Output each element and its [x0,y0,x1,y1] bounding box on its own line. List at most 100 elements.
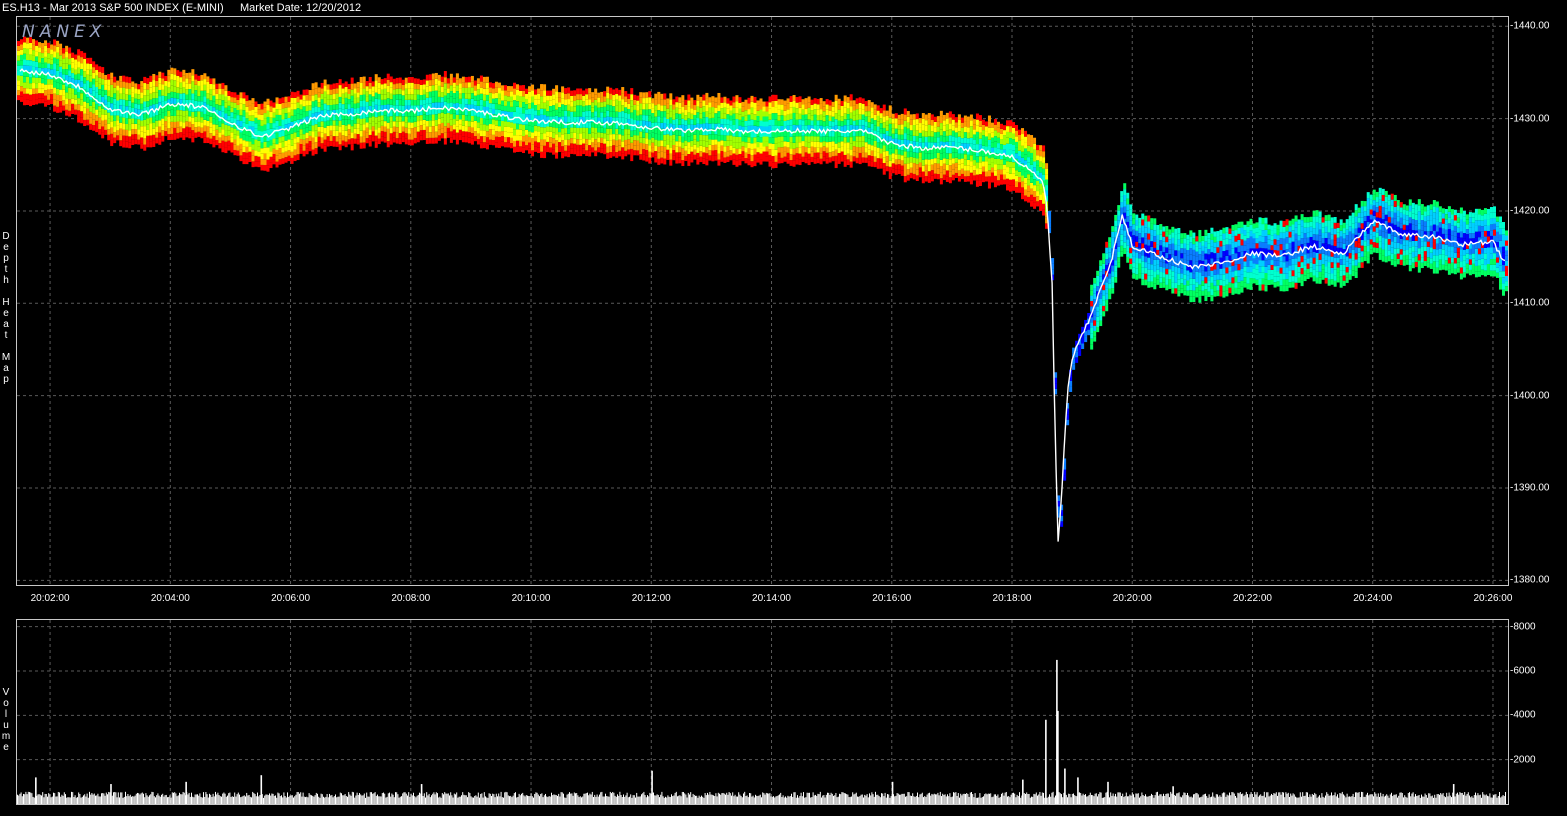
heat-cell [1288,259,1292,266]
heat-cell [867,133,871,139]
heat-cell [900,124,904,130]
heat-cell [1084,319,1088,326]
heat-cell [92,61,96,68]
heat-cell [89,57,93,64]
heat-cell [26,60,30,66]
heat-cell [993,136,997,142]
heat-cell [449,119,453,126]
heat-cell [461,109,465,115]
heat-cell [939,116,943,124]
heat-cell [930,136,934,143]
heat-cell [1273,255,1277,261]
heat-cell [675,135,679,142]
heat-cell [125,82,129,89]
heat-cell [939,165,943,173]
heat-cell [131,134,135,140]
heat-cell [149,111,153,118]
heat-cell [35,83,39,89]
heat-cell [1270,255,1274,261]
heat-cell [308,110,312,116]
heat-cell [996,180,1000,186]
heat-cell [197,96,201,102]
heat-cell [1243,224,1247,231]
heat-cell [774,94,778,101]
heat-cell [278,103,282,110]
heat-cell [1174,272,1178,278]
heat-cell [374,74,378,81]
heat-cell [473,110,477,116]
heat-cell [1129,242,1133,248]
heat-cell [227,125,231,131]
heat-cell [657,91,661,98]
heat-cell [269,128,273,135]
heat-cell [1258,253,1262,261]
heat-cell [1216,252,1220,259]
heat-cell [1282,238,1286,245]
heat-cell [1033,155,1037,162]
heat-cell [1036,155,1040,161]
heat-cell [1036,150,1040,156]
heat-cell [954,152,958,158]
heat-cell [164,106,168,112]
heat-cell [452,98,456,104]
heat-cell [1024,136,1028,143]
heat-cell [624,134,628,140]
heat-cell [116,95,120,101]
heat-cell [1021,145,1025,152]
heat-cell [296,102,300,109]
heat-cell [735,136,739,143]
heat-cell [984,151,988,157]
heat-cell [386,73,390,80]
heat-cell [789,96,793,102]
heat-cell [573,122,577,128]
heat-cell [353,108,357,114]
heat-cell [1150,252,1154,259]
heat-cell [152,92,156,99]
heat-cell [440,102,444,108]
heat-cell [579,111,583,117]
heat-cell [290,115,294,122]
heat-cell [894,123,898,129]
heat-cell [567,128,571,134]
heat-cell [353,83,357,89]
heat-cell [449,102,453,109]
heat-cell [404,116,408,123]
heat-cell [645,109,649,116]
heat-cell [1132,273,1136,279]
heat-cell [83,71,87,78]
heat-cell [561,128,565,135]
heat-cell [353,138,357,144]
heat-cell [347,88,351,94]
heat-cell [1135,236,1139,242]
heat-cell [59,49,63,56]
heat-cell [981,176,985,183]
heat-cell [600,117,604,123]
heat-cell [990,177,994,183]
heat-cell [744,158,748,164]
heat-cell [669,147,673,154]
heat-cell [825,99,829,105]
heat-cell [804,103,808,109]
heat-cell [546,111,550,117]
heat-cell [89,123,93,130]
heat-cell [1234,230,1238,236]
heat-cell [197,126,201,132]
heat-cell [311,125,315,132]
heat-cell [425,138,429,144]
heat-cell [1039,156,1043,162]
heat-cell [95,120,99,127]
heat-cell [792,136,796,143]
heat-cell [191,136,195,143]
heat-cell [1114,243,1118,249]
heat-cell [903,139,907,146]
heat-cell [278,98,282,104]
heat-cell [461,98,465,104]
heat-cell [552,132,556,139]
heat-cell [26,37,30,44]
heat-cell [1264,266,1268,273]
heat-cell [440,117,444,123]
heat-cell [314,82,318,89]
heat-cell [170,73,174,80]
heat-cell [705,141,709,148]
heat-cell [422,134,426,141]
